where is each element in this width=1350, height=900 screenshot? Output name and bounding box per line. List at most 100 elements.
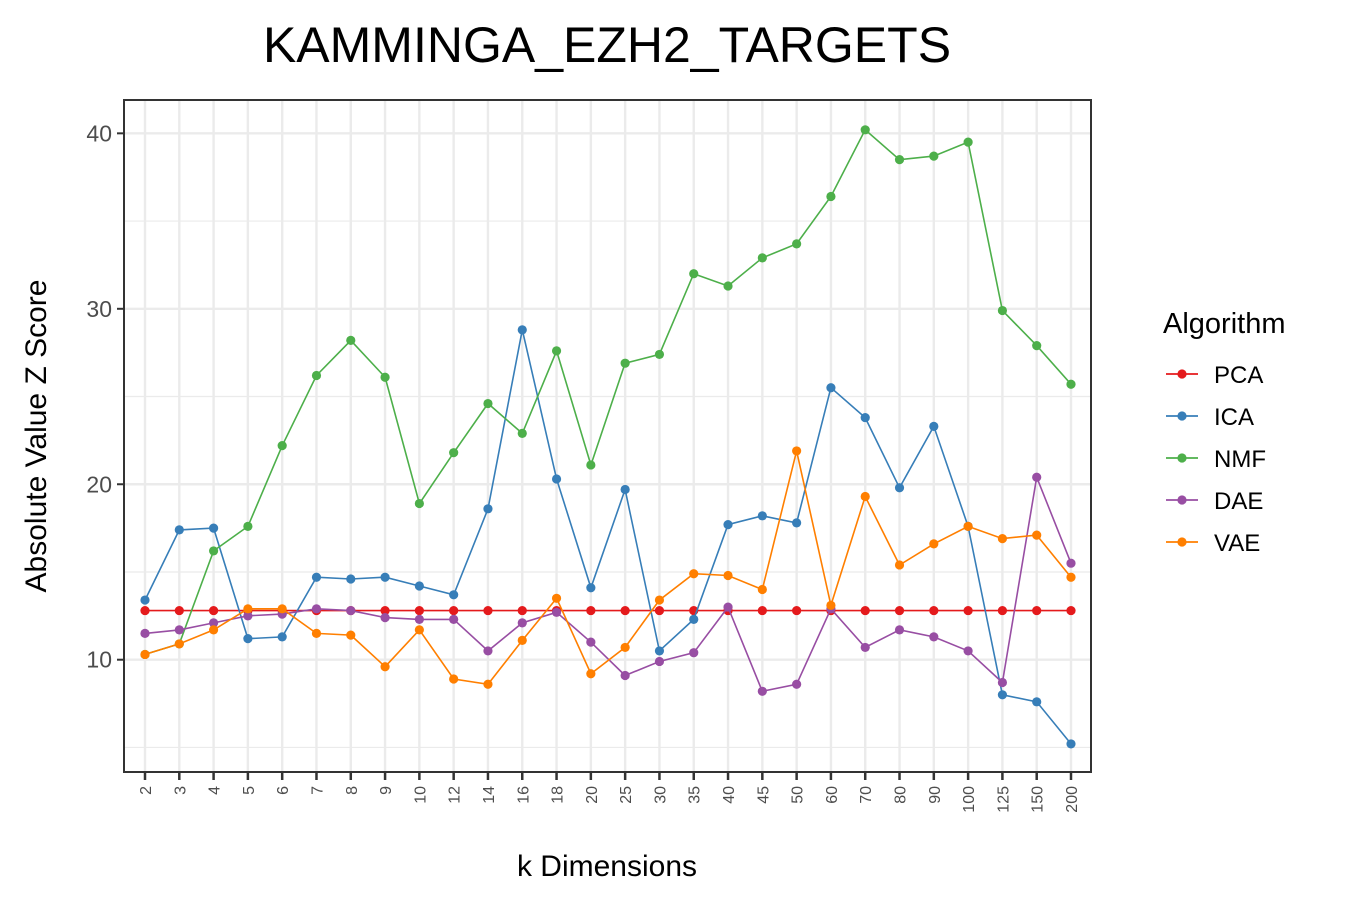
point-ica-35: [689, 614, 699, 624]
point-nmf-100: [963, 137, 973, 147]
point-dae-9: [380, 612, 390, 623]
y-tick-label: 20: [86, 471, 112, 497]
point-vae-45: [757, 584, 767, 595]
point-ica-30: [654, 646, 665, 656]
point-nmf-25: [620, 358, 630, 368]
point-vae-9: [380, 662, 390, 672]
point-nmf-10: [414, 498, 424, 509]
point-vae-90: [929, 539, 939, 549]
point-vae-150: [1032, 530, 1042, 540]
point-ica-80: [894, 483, 905, 493]
point-dae-14: [483, 646, 493, 656]
point-ica-6: [277, 632, 287, 642]
point-dae-100: [963, 646, 973, 656]
point-dae-4: [208, 618, 219, 628]
point-dae-80: [894, 625, 905, 635]
point-ica-10: [414, 581, 424, 591]
series-line-nmf: [144, 128, 1072, 656]
x-tick-label: 150: [1030, 786, 1047, 813]
point-dae-2: [140, 628, 150, 638]
point-ica-45: [757, 511, 767, 521]
legend-label-dae: DAE: [1214, 488, 1263, 515]
legend-dot-pca: [1177, 369, 1187, 379]
legend: Algorithm PCA ICA NMF DAE VAE: [1163, 308, 1286, 557]
point-pca-200: [1066, 605, 1076, 616]
y-tick-label: 30: [86, 296, 112, 322]
point-nmf-40: [723, 281, 733, 291]
point-dae-3: [174, 625, 184, 635]
point-dae-35: [689, 648, 699, 658]
point-pca-100: [963, 605, 973, 616]
point-dae-18: [551, 607, 562, 617]
point-vae-2: [140, 649, 150, 660]
x-tick-label: 16: [515, 786, 532, 804]
point-dae-40: [723, 602, 733, 612]
point-dae-125: [997, 677, 1008, 688]
point-dae-20: [586, 637, 596, 647]
point-vae-70: [860, 491, 870, 502]
point-pca-14: [483, 605, 493, 616]
point-dae-10: [414, 614, 424, 624]
x-tick-label: 8: [344, 786, 361, 795]
legend-dot-ica: [1177, 411, 1187, 421]
point-nmf-8: [346, 335, 356, 345]
point-dae-12: [449, 614, 459, 624]
legend-title: Algorithm: [1163, 308, 1286, 340]
point-pca-2: [140, 605, 150, 616]
point-vae-4: [208, 625, 219, 635]
x-tick-label: 30: [652, 786, 669, 804]
legend-dot-nmf: [1177, 453, 1187, 463]
point-dae-16: [517, 618, 527, 628]
point-ica-150: [1032, 697, 1042, 707]
point-nmf-35: [689, 269, 699, 279]
point-ica-25: [620, 484, 630, 495]
point-nmf-60: [826, 191, 836, 202]
point-vae-60: [826, 600, 836, 610]
point-nmf-20: [586, 460, 596, 470]
point-dae-150: [1032, 472, 1042, 482]
point-vae-100: [963, 521, 973, 531]
x-tick-label: 125: [995, 786, 1012, 813]
point-vae-50: [792, 446, 802, 456]
legend-label-ica: ICA: [1214, 404, 1254, 431]
point-vae-14: [483, 679, 493, 689]
legend-dot-dae: [1177, 495, 1187, 505]
x-tick-label: 3: [172, 786, 189, 795]
point-vae-30: [654, 595, 665, 605]
point-ica-9: [380, 572, 390, 582]
point-nmf-50: [792, 239, 802, 249]
point-ica-20: [586, 583, 596, 593]
point-vae-7: [311, 628, 322, 638]
point-ica-200: [1066, 739, 1076, 749]
x-tick-label: 10: [412, 786, 429, 804]
point-dae-7: [311, 604, 322, 614]
point-dae-8: [346, 605, 356, 616]
series-line-ica: [144, 329, 1072, 745]
point-dae-5: [243, 611, 253, 621]
point-vae-5: [243, 604, 253, 614]
x-tick-label: 200: [1064, 786, 1081, 813]
point-pca-150: [1032, 605, 1042, 616]
point-nmf-70: [860, 125, 870, 135]
point-vae-6: [277, 604, 287, 614]
point-ica-3: [174, 525, 184, 535]
point-pca-3: [174, 605, 184, 616]
point-ica-2: [140, 595, 150, 605]
point-nmf-14: [483, 398, 493, 409]
x-tick-label: 18: [550, 786, 567, 804]
x-axis-title: k Dimensions: [517, 850, 697, 883]
legend-dot-vae: [1177, 537, 1187, 547]
point-ica-60: [826, 383, 836, 393]
point-nmf-5: [243, 521, 253, 531]
x-tick-label: 14: [481, 786, 498, 804]
x-tick-label: 90: [927, 786, 944, 804]
point-nmf-4: [208, 546, 219, 556]
point-vae-80: [894, 560, 905, 570]
point-ica-7: [311, 572, 322, 582]
series-layer: [140, 125, 1076, 749]
point-ica-125: [997, 690, 1008, 700]
point-ica-50: [792, 518, 802, 528]
y-axis-title: Absolute Value Z Score: [20, 280, 53, 593]
x-tick-label: 4: [207, 786, 224, 795]
series-line-dae: [144, 474, 1072, 693]
